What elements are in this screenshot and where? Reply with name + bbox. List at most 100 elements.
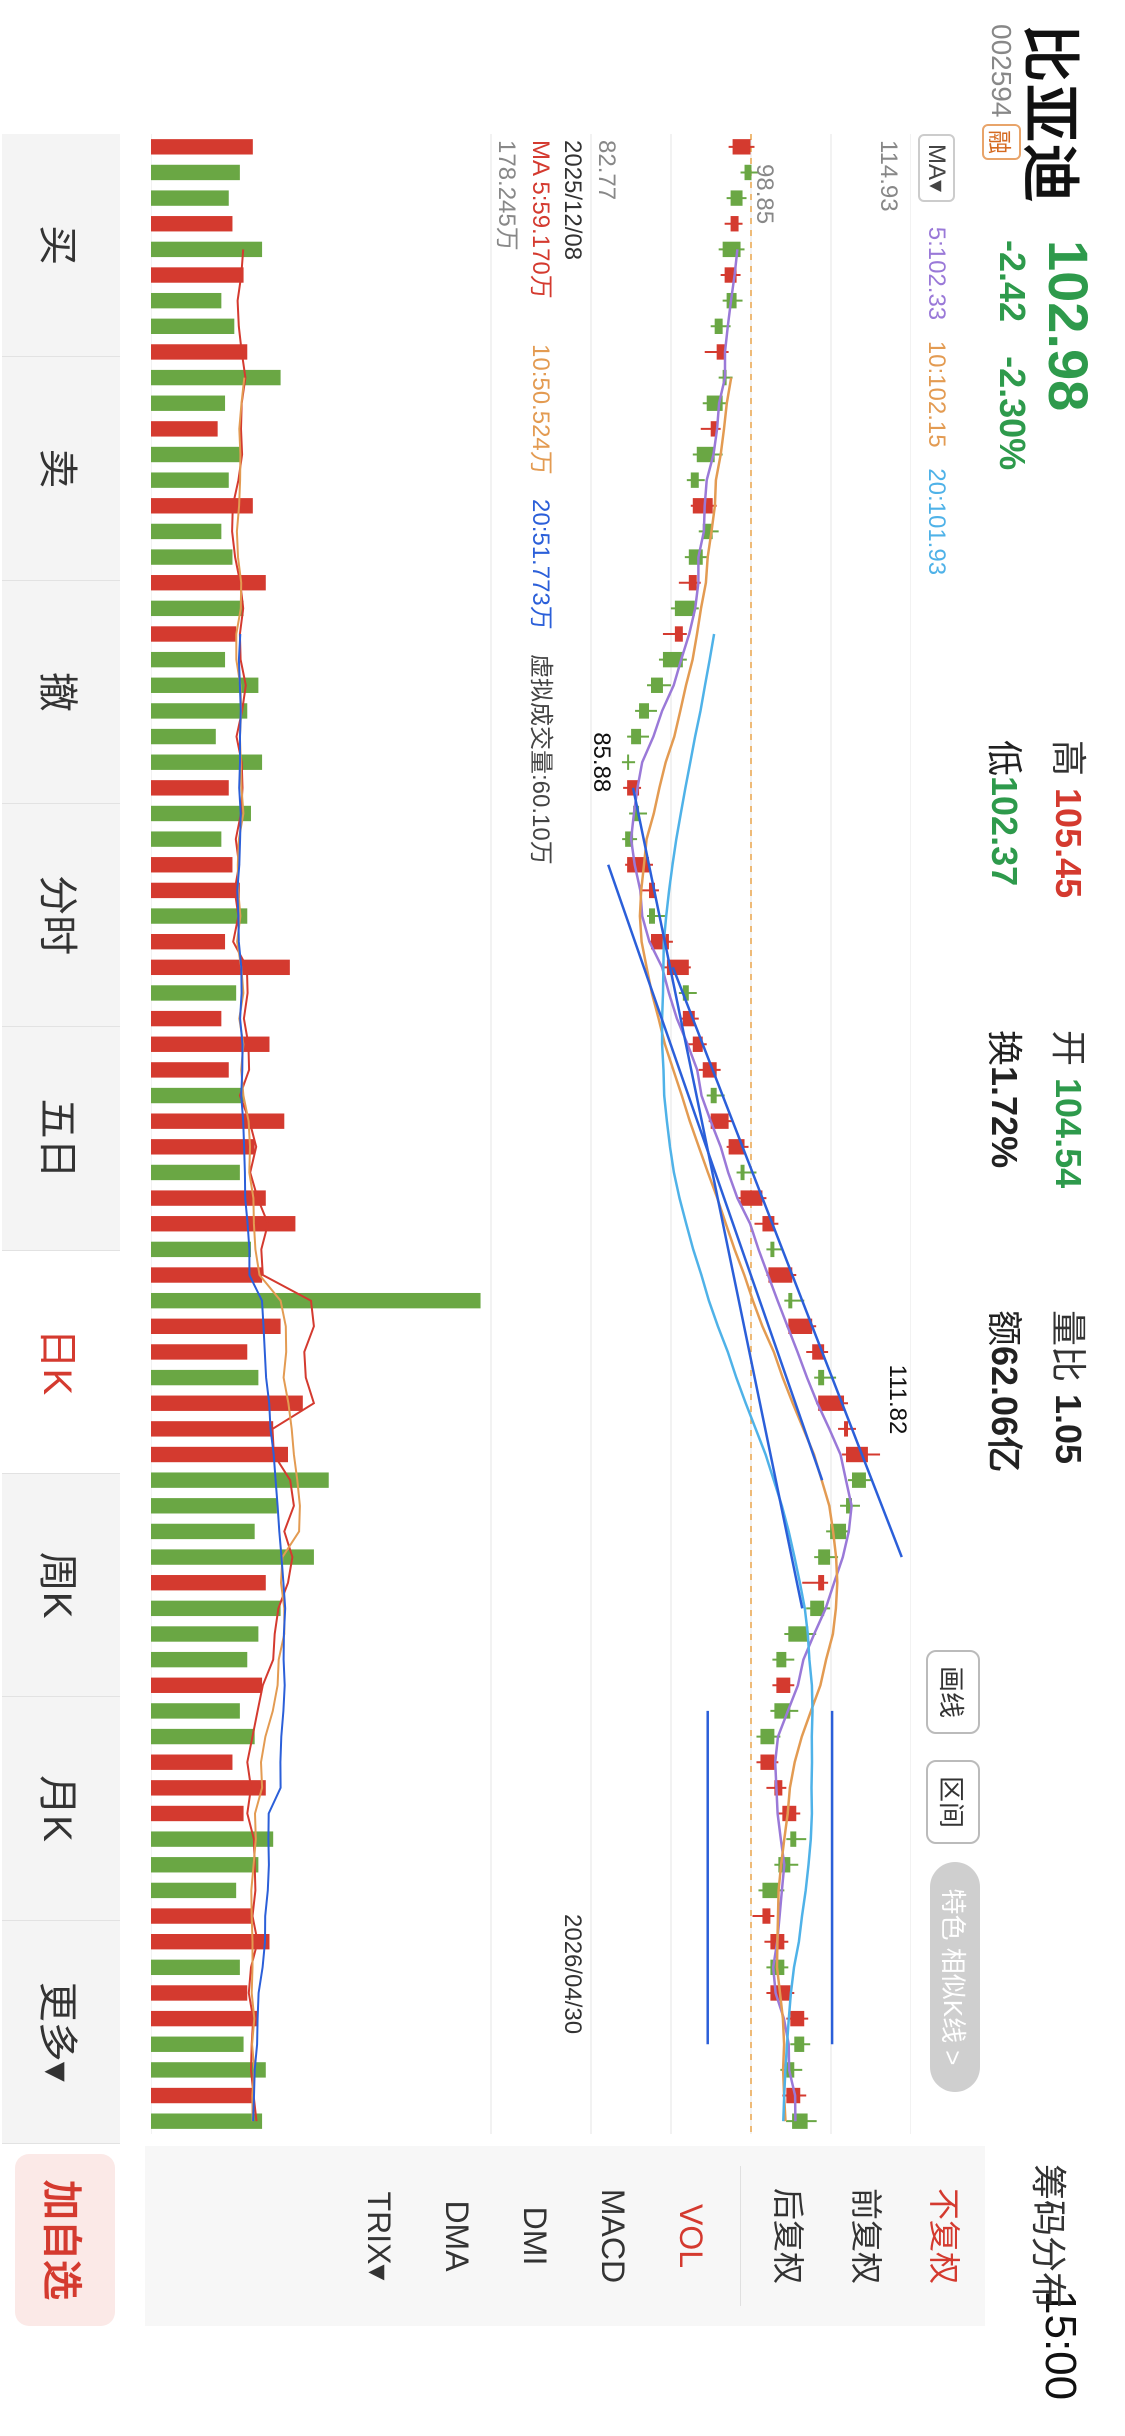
candle — [690, 472, 699, 488]
volume-bar — [151, 1857, 259, 1873]
candle — [649, 908, 655, 924]
volume-bar — [151, 1421, 274, 1437]
adjust-option-1[interactable]: 前复权 — [848, 2187, 884, 2284]
ma-lines — [629, 249, 853, 2122]
volume-bar — [151, 2113, 263, 2129]
amount-label: 额 — [984, 1310, 1025, 1347]
candle — [730, 190, 743, 206]
volume-bar — [151, 498, 253, 514]
tab-6[interactable]: 周K — [2, 1473, 120, 1698]
candle — [790, 1831, 797, 1847]
range-button[interactable]: 区间 — [926, 1760, 980, 1844]
similar-kline-button[interactable]: 特色 相似K线 > — [930, 1862, 980, 2092]
vol-ratio-label: 量比 — [1048, 1310, 1089, 1383]
kline-chart[interactable]: 114.93 82.77 111.82 85.88 98.85 2025/12/… — [151, 134, 911, 2134]
candle — [740, 1164, 745, 1181]
volume-bar — [151, 882, 240, 899]
trend-line — [631, 787, 804, 1609]
candle — [760, 1754, 775, 1770]
volume-bar — [151, 1908, 251, 1924]
indicator-select[interactable]: MA▾ — [918, 134, 955, 203]
volume-bar — [151, 1651, 248, 1668]
candle — [674, 600, 695, 617]
ma-legend: MA▾ 5:102.33 10:102.15 20:101.93 — [915, 134, 955, 575]
candle — [818, 1395, 845, 1411]
indicator-option-2[interactable]: DMI — [517, 2206, 554, 2266]
vol-ratio-stat: 量比 1.05 — [1045, 1310, 1097, 1464]
volume-bar — [151, 446, 240, 463]
adjust-option-2[interactable]: 后复权 — [770, 2187, 806, 2284]
candle — [650, 677, 663, 693]
tab-4[interactable]: 五日 — [2, 1027, 120, 1251]
volume-bar — [151, 1190, 266, 1206]
candle — [631, 728, 642, 745]
candle — [790, 2010, 805, 2027]
candle — [666, 959, 689, 976]
low-stat: 低102.37 — [981, 740, 1033, 886]
candle — [810, 1600, 825, 1617]
candle — [788, 1626, 809, 1642]
tab-1[interactable]: 卖 — [2, 357, 120, 581]
volume-bar — [151, 1677, 263, 1693]
volume-legend: MA 5:59.170万 10:50.524万 20:51.773万 虚拟成交量… — [527, 140, 554, 865]
divider — [740, 2166, 741, 2306]
volume-bar — [151, 216, 233, 232]
tab-5[interactable]: 日K — [2, 1250, 120, 1474]
volume-bar — [151, 369, 281, 386]
volume-bar — [151, 1395, 303, 1411]
volume-bar — [151, 2036, 244, 2052]
volume-bar — [151, 1344, 248, 1360]
draw-line-button[interactable]: 画线 — [926, 1650, 980, 1734]
vol-ma10: 10:50.524万 — [527, 344, 554, 475]
tab-8[interactable]: 更多▾ — [2, 1920, 120, 2144]
indicator-option-4[interactable]: TRIX▾ — [361, 2191, 397, 2281]
adjust-option-0[interactable]: 不复权 — [926, 2187, 962, 2284]
tab-2[interactable]: 撤 — [2, 580, 120, 804]
ma20-line — [660, 633, 814, 2122]
volume-bar — [151, 549, 233, 565]
tab-0[interactable]: 买 — [2, 134, 120, 358]
candle — [710, 421, 717, 437]
volume-bar — [151, 908, 248, 924]
candle — [762, 1908, 771, 1924]
high-value: 105.45 — [1048, 788, 1089, 899]
candle — [688, 575, 697, 591]
tab-3[interactable]: 分时 — [2, 803, 120, 1028]
change-percent: -2.30% — [992, 356, 1033, 471]
volume-bar — [151, 575, 266, 591]
indicator-option-1[interactable]: MACD — [595, 2188, 632, 2284]
volume-bar — [151, 1523, 255, 1540]
high-label: 高 — [1048, 740, 1089, 777]
volume-bar — [151, 1472, 329, 1488]
volume-bar — [151, 1036, 270, 1052]
volume-bar — [151, 1780, 266, 1796]
volume-bar — [151, 831, 222, 847]
volume-bar — [151, 523, 222, 540]
indicator-option-3[interactable]: DMA — [439, 2200, 476, 2272]
trend-line — [671, 966, 903, 1558]
volume-bar — [151, 1139, 255, 1155]
volume-bar — [151, 1241, 251, 1258]
price-axis-bottom: 82.77 — [593, 140, 620, 200]
candle — [776, 1651, 787, 1668]
vol-ma20-line — [236, 633, 287, 2122]
ma10-line — [638, 377, 839, 2122]
candle — [696, 446, 715, 463]
add-favorite-button[interactable]: 加自选 — [15, 2154, 115, 2326]
ma10-value: 10:102.15 — [923, 340, 950, 448]
volume-bar — [151, 1010, 222, 1027]
volume-bar — [151, 703, 248, 719]
chip-distribution-button[interactable]: 筹码分布 — [1028, 2163, 1069, 2308]
price-right-mark: 98.85 — [751, 164, 778, 224]
indicator-option-0[interactable]: VOL — [673, 2203, 710, 2269]
candle — [744, 164, 752, 181]
tab-7[interactable]: 月K — [2, 1697, 120, 1921]
volume-bar — [151, 1626, 259, 1642]
volume-bar — [151, 1369, 259, 1386]
price-axis-top: 114.93 — [875, 140, 902, 212]
candle — [692, 498, 713, 514]
volume-bar — [151, 1985, 248, 2001]
candle — [732, 139, 751, 155]
volume-bar — [151, 2087, 253, 2104]
